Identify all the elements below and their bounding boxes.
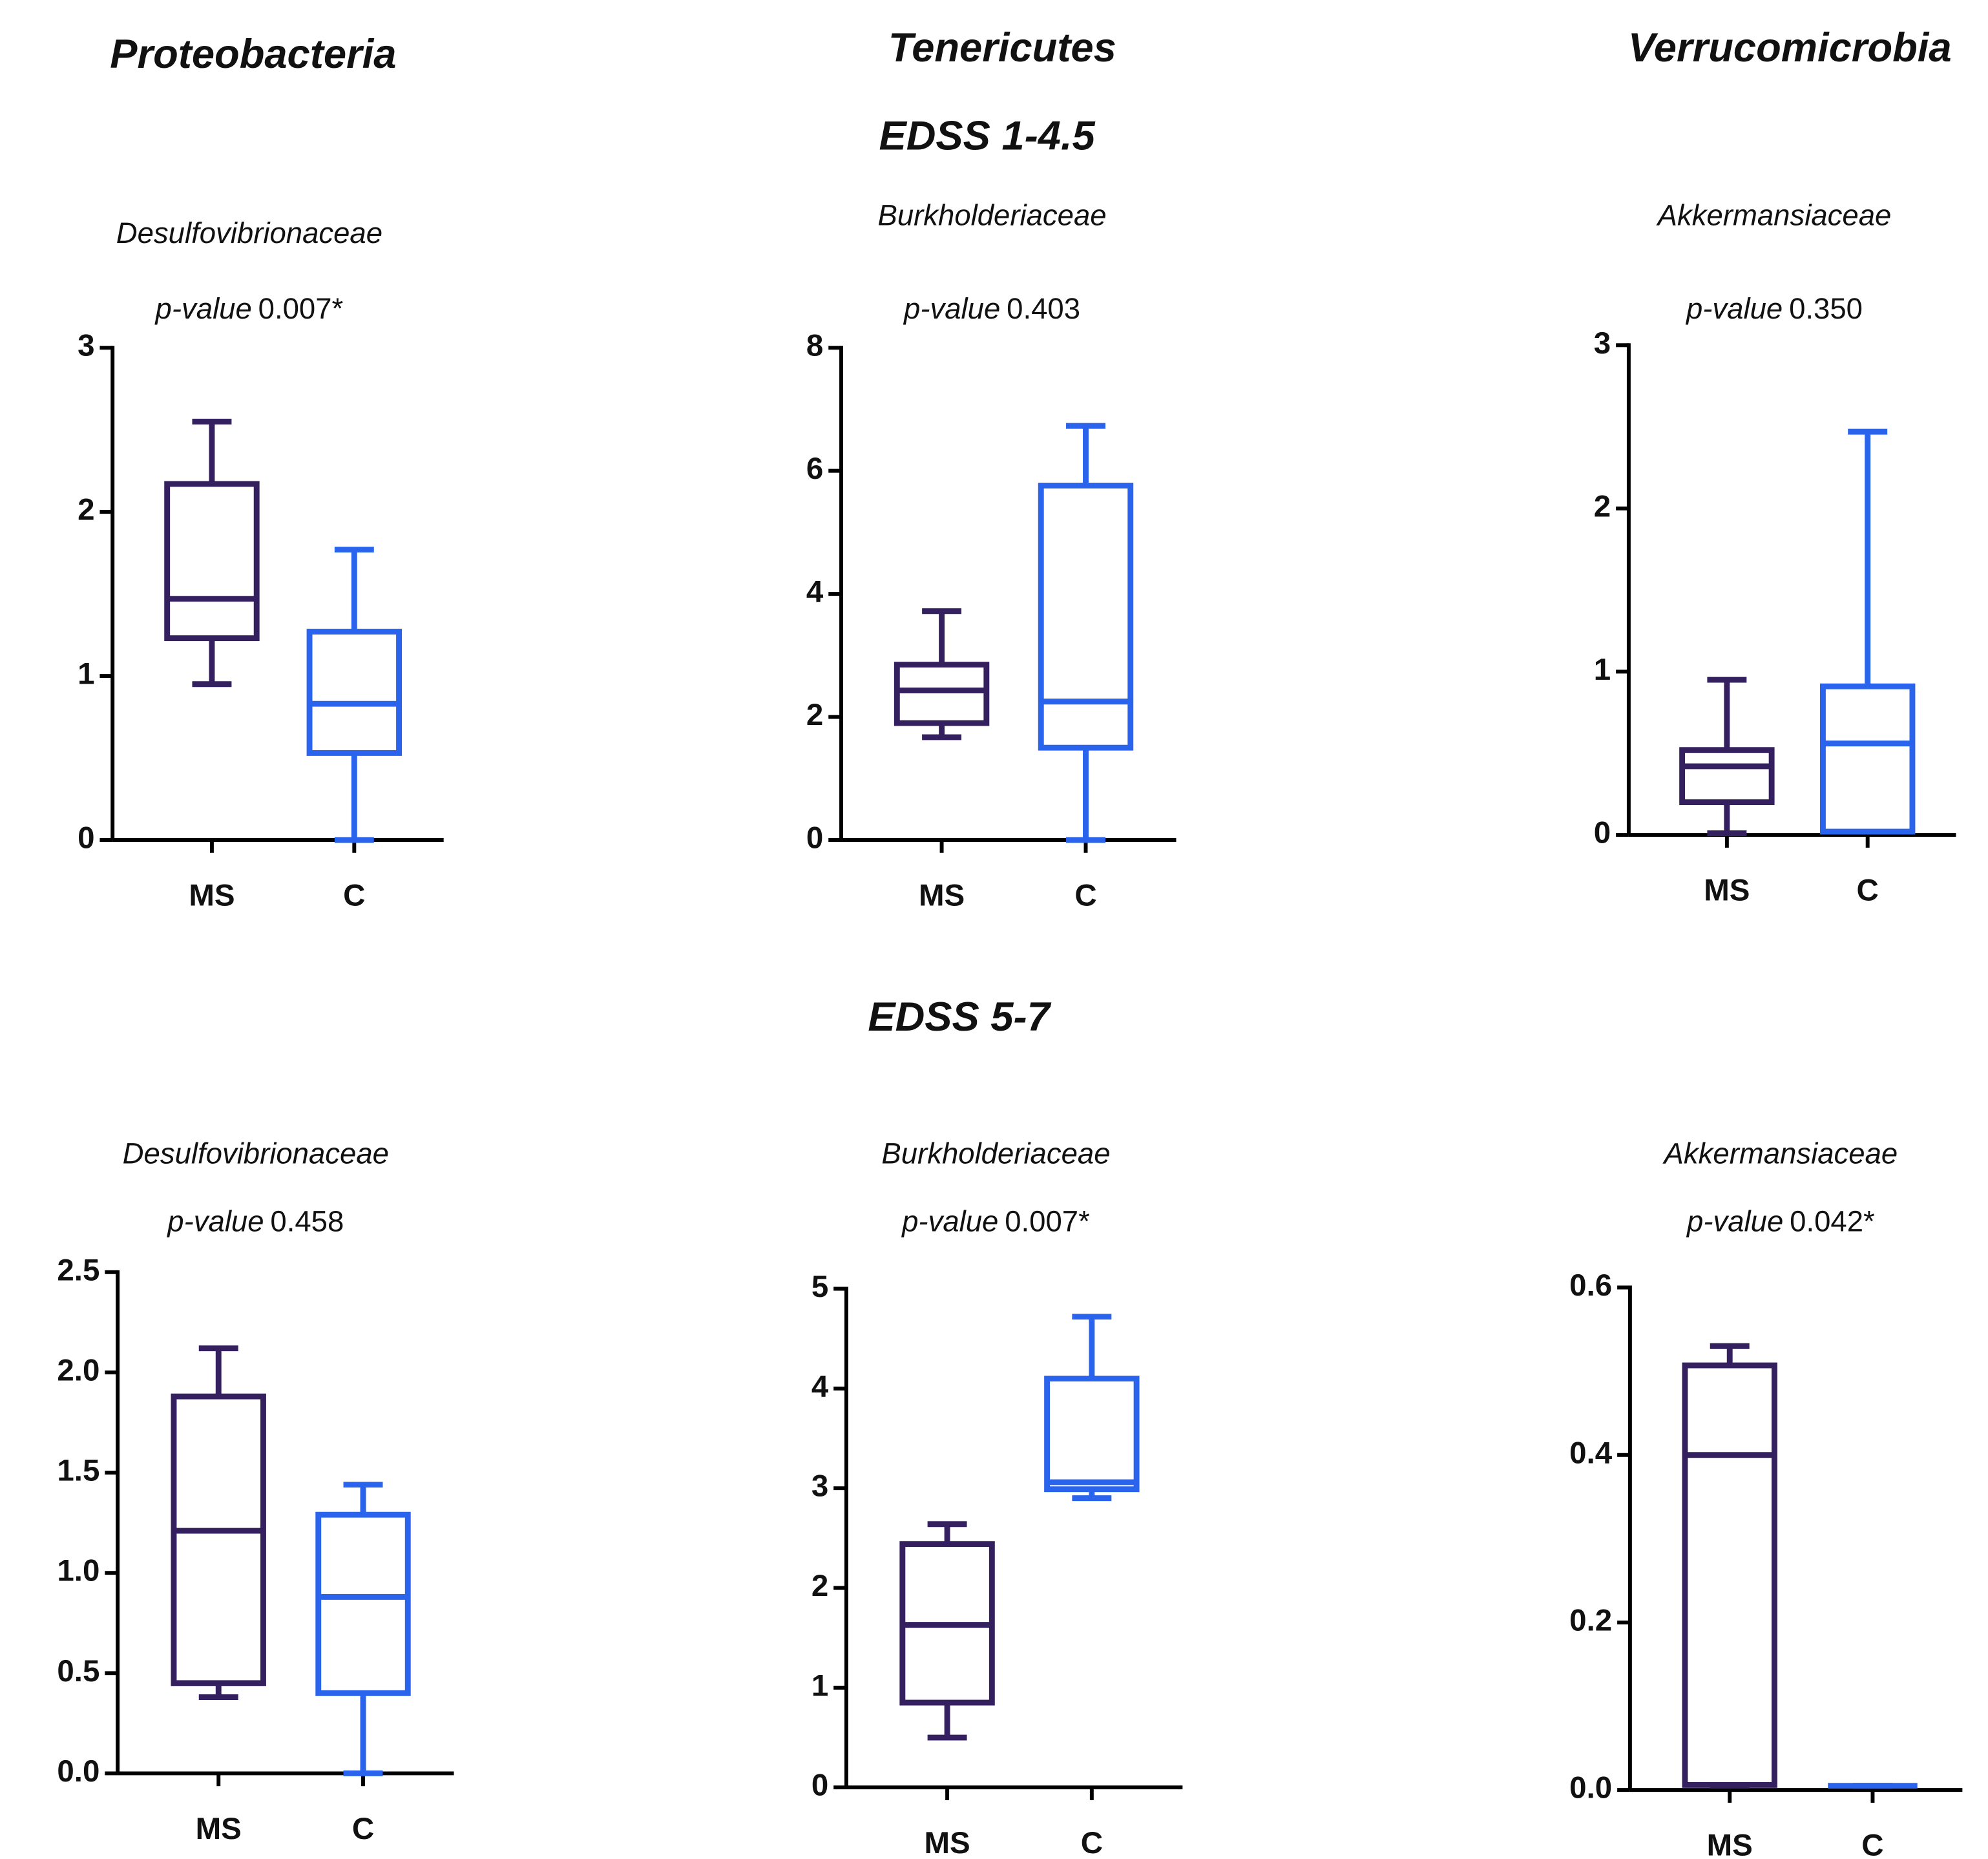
p-value-number: 0.007* — [1005, 1205, 1090, 1238]
y-tick-label: 5 — [811, 1270, 828, 1304]
p-value: p-value 0.350 — [1685, 292, 1863, 325]
y-tick-label: 1.5 — [57, 1454, 99, 1488]
y-tick-label: 0.4 — [1569, 1436, 1613, 1470]
p-value: p-value 0.007* — [154, 292, 344, 325]
p-value: p-value 0.403 — [903, 292, 1080, 325]
panel-title: Desulfovibrionaceae — [123, 1137, 389, 1170]
box — [1679, 747, 1775, 806]
box — [164, 481, 260, 642]
y-tick-label: 2 — [1594, 489, 1611, 523]
x-tick-label: C — [1861, 1829, 1883, 1859]
y-tick-label: 2.5 — [57, 1253, 99, 1287]
p-value-label: p-value — [901, 1205, 998, 1238]
p-value-number: 0.458 — [270, 1205, 344, 1238]
panel-title: Burkholderiaceae — [881, 1137, 1110, 1170]
box — [171, 1393, 266, 1686]
box — [1819, 683, 1916, 835]
box — [1038, 483, 1134, 751]
y-tick-label: 2 — [806, 698, 823, 732]
y-tick-label: 1.0 — [57, 1554, 99, 1588]
y-tick-label: 3 — [1594, 326, 1611, 361]
y-tick-label: 4 — [806, 575, 824, 609]
x-tick-label: MS — [1707, 1829, 1753, 1859]
p-value-number: 0.042* — [1790, 1205, 1875, 1238]
box — [306, 629, 403, 756]
p-value-label: p-value — [1686, 1205, 1783, 1238]
y-tick-label: 2.0 — [57, 1353, 99, 1387]
box — [894, 662, 990, 726]
y-tick-label: 0 — [811, 1769, 828, 1803]
p-value-label: p-value — [1685, 292, 1783, 325]
y-tick-label: 0 — [78, 821, 94, 856]
row-heading: EDSS 5-7 — [868, 994, 1051, 1040]
column-heading: Verrucomicrobia — [1628, 25, 1952, 70]
y-tick-label: 0.5 — [57, 1654, 99, 1688]
y-tick-label: 1 — [811, 1668, 828, 1703]
y-tick-label: 0.2 — [1569, 1603, 1612, 1637]
row-heading: EDSS 1-4.5 — [879, 114, 1096, 159]
column-heading: Proteobacteria — [110, 32, 396, 77]
p-value: p-value 0.042* — [1686, 1205, 1875, 1238]
panel-title: Desulfovibrionaceae — [116, 216, 382, 249]
y-tick-label: 1 — [78, 657, 94, 691]
x-tick-label: C — [343, 879, 365, 913]
p-value: p-value 0.007* — [901, 1205, 1090, 1238]
y-tick-label: 3 — [78, 329, 94, 363]
x-tick-label: C — [1857, 874, 1879, 908]
y-tick-label: 8 — [806, 329, 823, 363]
y-tick-label: 0.0 — [1569, 1771, 1612, 1805]
panel-title: Akkermansiaceae — [1656, 198, 1892, 231]
x-tick-label: MS — [1704, 874, 1750, 908]
x-tick-label: MS — [196, 1812, 242, 1846]
x-tick-label: C — [352, 1812, 374, 1846]
p-value-label: p-value — [166, 1205, 264, 1238]
x-tick-label: C — [1074, 879, 1096, 913]
p-value-label: p-value — [903, 292, 1000, 325]
box — [1044, 1375, 1140, 1493]
box — [315, 1511, 411, 1696]
p-value-number: 0.007* — [258, 292, 344, 325]
p-value-label: p-value — [154, 292, 252, 325]
x-tick-label: MS — [919, 879, 965, 913]
column-heading: Tenericutes — [888, 25, 1116, 70]
panel-title: Burkholderiaceae — [877, 198, 1106, 231]
y-tick-label: 1 — [1594, 653, 1611, 687]
y-tick-label: 0 — [1594, 816, 1611, 850]
x-tick-label: MS — [924, 1826, 970, 1859]
y-tick-label: 3 — [811, 1469, 828, 1504]
y-tick-label: 2 — [811, 1569, 828, 1603]
x-tick-label: C — [1081, 1826, 1103, 1859]
panel-title: Akkermansiaceae — [1662, 1137, 1898, 1170]
p-value: p-value 0.458 — [166, 1205, 344, 1238]
y-tick-label: 0.6 — [1569, 1268, 1612, 1303]
y-tick-label: 2 — [78, 493, 94, 527]
y-tick-label: 0 — [806, 821, 823, 856]
y-tick-label: 4 — [811, 1369, 829, 1403]
box — [1682, 1362, 1777, 1788]
y-tick-label: 0.0 — [57, 1754, 99, 1789]
y-tick-label: 6 — [806, 452, 823, 486]
p-value-number: 0.403 — [1007, 292, 1080, 325]
p-value-number: 0.350 — [1789, 292, 1863, 325]
x-tick-label: MS — [189, 879, 235, 913]
